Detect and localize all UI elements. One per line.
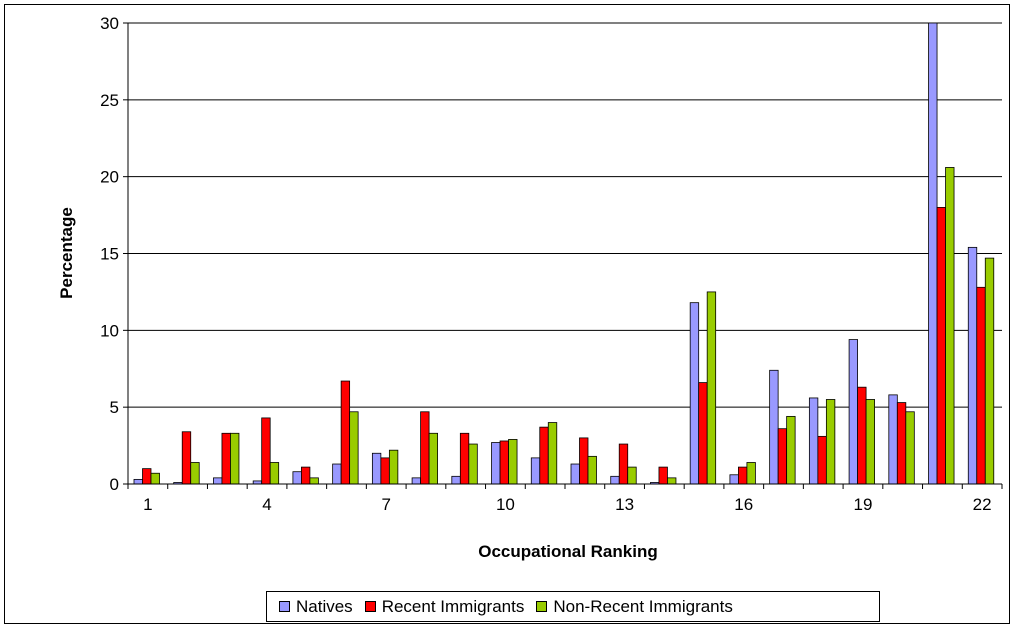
- bar-recent-immigrants-19: [857, 386, 867, 485]
- bar-non-recent-immigrants-1: [150, 472, 160, 485]
- bar-natives-10: [491, 442, 501, 485]
- bar-recent-immigrants-14: [658, 466, 668, 485]
- bar-recent-immigrants-5: [301, 466, 311, 485]
- bar-non-recent-immigrants-16: [746, 462, 756, 485]
- y-tick-label-25: 25: [100, 91, 119, 110]
- bar-recent-immigrants-11: [539, 426, 549, 485]
- bar-non-recent-immigrants-20: [905, 411, 915, 485]
- bar-recent-immigrants-13: [618, 443, 629, 485]
- x-tick-label-10: 10: [496, 495, 515, 514]
- bar-recent-immigrants-21: [936, 206, 946, 485]
- bar-natives-12: [570, 463, 580, 485]
- x-tick-label-13: 13: [615, 495, 634, 514]
- legend: Natives Recent Immigrants Non-Recent Imm…: [266, 591, 880, 622]
- bar-recent-immigrants-18: [817, 435, 827, 485]
- legend-label-natives: Natives: [296, 596, 353, 616]
- bar-recent-immigrants-7: [380, 457, 390, 485]
- bar-non-recent-immigrants-10: [508, 439, 518, 485]
- bar-non-recent-immigrants-17: [786, 415, 796, 485]
- x-tick-label-7: 7: [381, 495, 390, 514]
- bars: [133, 22, 995, 485]
- bar-recent-immigrants-16: [738, 466, 748, 485]
- legend-item-natives: Natives: [279, 597, 353, 617]
- x-tick-label-16: 16: [734, 495, 753, 514]
- bar-natives-3: [213, 477, 223, 485]
- bar-natives-8: [411, 477, 421, 485]
- bar-natives-18: [808, 397, 819, 485]
- bar-natives-21: [928, 22, 938, 485]
- gridlines: [128, 22, 1002, 408]
- bar-natives-11: [530, 457, 541, 485]
- y-tick-label-30: 30: [100, 14, 119, 33]
- bar-recent-immigrants-2: [181, 431, 192, 485]
- bar-natives-9: [451, 475, 461, 485]
- x-tick-labels: 1 4 7 10 13 16 19 22: [143, 495, 991, 514]
- bar-non-recent-immigrants-7: [388, 449, 399, 485]
- legend-label-recent-immigrants: Recent Immigrants: [381, 596, 525, 616]
- legend-item-recent-immigrants: Recent Immigrants: [364, 596, 525, 617]
- bar-natives-20: [888, 394, 898, 485]
- bar-recent-immigrants-9: [459, 432, 470, 485]
- bar-natives-6: [332, 463, 342, 485]
- legend-label-non-recent-immigrants: Non-Recent Immigrants: [553, 596, 733, 616]
- legend-swatch-non-recent-immigrants: [536, 601, 548, 612]
- bar-recent-immigrants-10: [499, 440, 509, 485]
- bar-recent-immigrants-3: [221, 432, 231, 485]
- bar-natives-5: [292, 471, 302, 485]
- bar-natives-17: [769, 369, 779, 485]
- legend-swatch-recent-immigrants: [364, 601, 376, 612]
- x-tick-label-1: 1: [143, 495, 152, 514]
- x-tick-label-22: 22: [973, 495, 992, 514]
- bar-recent-immigrants-20: [896, 402, 907, 485]
- bar-non-recent-immigrants-3: [230, 432, 240, 485]
- bar-non-recent-immigrants-19: [865, 399, 875, 485]
- bar-recent-immigrants-6: [340, 380, 351, 485]
- y-tick-label-15: 15: [100, 245, 119, 264]
- bar-non-recent-immigrants-22: [984, 257, 995, 485]
- y-tick-labels: 0 5 10 15 20 25 30: [100, 14, 128, 494]
- bar-non-recent-immigrants-11: [547, 422, 558, 485]
- y-tick-label-20: 20: [100, 168, 119, 187]
- bar-non-recent-immigrants-4: [269, 462, 280, 485]
- x-tick-label-19: 19: [853, 495, 872, 514]
- bar-natives-22: [967, 246, 978, 485]
- chart-frame: [4, 4, 1010, 624]
- bar-non-recent-immigrants-8: [428, 432, 438, 485]
- bar-natives-19: [848, 339, 858, 485]
- bar-non-recent-immigrants-14: [667, 477, 677, 485]
- bar-non-recent-immigrants-2: [190, 462, 200, 485]
- bar-natives-1: [133, 478, 143, 485]
- y-tick-label-10: 10: [100, 321, 119, 340]
- legend-swatch-natives: [279, 601, 290, 612]
- x-axis-label: Occupational Ranking: [478, 542, 657, 561]
- x-tick-label-4: 4: [262, 495, 271, 514]
- bar-non-recent-immigrants-13: [627, 466, 637, 485]
- bar-natives-16: [729, 474, 739, 485]
- bar-recent-immigrants-1: [142, 468, 152, 485]
- bar-non-recent-immigrants-18: [825, 399, 836, 485]
- bar-natives-13: [610, 475, 620, 485]
- bar-natives-15: [689, 302, 700, 485]
- y-tick-label-5: 5: [110, 398, 119, 417]
- bar-non-recent-immigrants-15: [706, 291, 717, 485]
- bar-non-recent-immigrants-21: [945, 167, 955, 485]
- y-tick-label-0: 0: [110, 475, 119, 494]
- bar-non-recent-immigrants-6: [349, 411, 359, 485]
- bar-natives-7: [371, 452, 382, 485]
- bar-non-recent-immigrants-9: [468, 443, 478, 485]
- bar-non-recent-immigrants-5: [309, 477, 319, 485]
- bar-recent-immigrants-12: [579, 437, 589, 485]
- bar-recent-immigrants-8: [420, 411, 430, 485]
- bar-recent-immigrants-17: [777, 428, 788, 485]
- legend-item-non-recent-immigrants: Non-Recent Immigrants: [536, 597, 733, 617]
- y-axis-label: Percentage: [57, 207, 76, 299]
- bar-non-recent-immigrants-12: [587, 455, 597, 485]
- bar-recent-immigrants-4: [261, 417, 271, 485]
- bar-recent-immigrants-15: [698, 382, 708, 485]
- bar-recent-immigrants-22: [976, 286, 986, 485]
